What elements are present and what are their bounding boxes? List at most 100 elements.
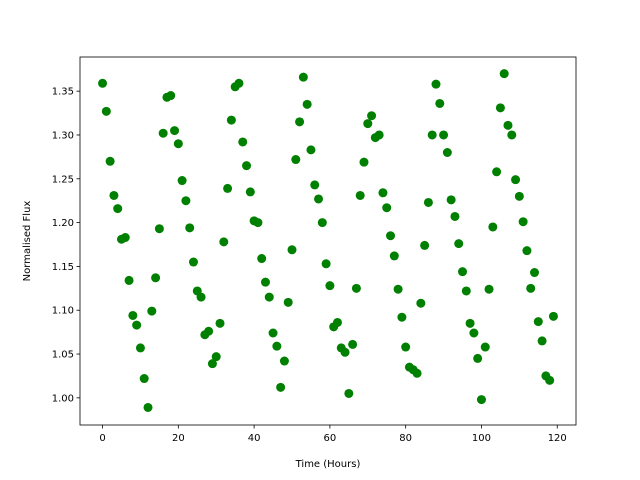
point [480,342,490,352]
point [154,224,164,234]
point [401,342,411,352]
point [522,246,532,256]
point [139,374,149,384]
point [245,187,255,197]
point [143,402,153,412]
point [469,328,479,338]
point [374,130,384,140]
point [120,232,130,242]
point [488,222,498,232]
point [253,218,263,228]
point [450,211,460,221]
point [386,231,396,241]
point [215,318,225,328]
point [503,120,513,130]
point [124,275,134,285]
point [226,115,236,125]
point [298,72,308,82]
point [207,359,217,369]
point [359,157,369,167]
point [98,78,108,88]
point [264,292,274,302]
point [378,188,388,198]
x-tick-label: 120 [548,433,567,444]
point [132,320,142,330]
point [317,218,327,228]
point [511,175,521,185]
x-tick-label: 60 [324,433,337,444]
point [177,176,187,186]
point [151,273,161,283]
point [499,69,509,79]
point [306,145,316,155]
point [135,343,145,353]
y-tick-label: 1.05 [52,350,74,361]
point [363,119,373,129]
point [533,317,543,327]
point [351,283,361,293]
point [238,137,248,147]
point [435,98,445,108]
y-tick-label: 1.30 [52,130,74,141]
point [211,352,221,362]
point [325,281,335,291]
y-tick-label: 1.00 [52,393,74,404]
point [367,111,377,121]
point [173,139,183,149]
point [166,91,176,101]
point [355,190,365,200]
point [310,180,320,190]
point [276,382,286,392]
point [545,375,555,385]
point [257,254,267,264]
point [514,191,524,201]
point [272,341,282,351]
point [340,347,350,357]
point [492,167,502,177]
point [344,388,354,398]
point [530,268,540,278]
x-tick-label: 0 [99,433,105,444]
plot-frame [79,56,577,426]
point [113,204,123,214]
point [416,298,426,308]
y-tick-label: 1.10 [52,306,74,317]
point [242,161,252,171]
point [283,297,293,307]
point [484,284,494,294]
point [234,78,244,88]
point [181,196,191,206]
x-axis-label: Time (Hours) [295,459,361,470]
point [397,312,407,322]
point [427,130,437,140]
point [446,195,456,205]
point [204,326,214,336]
point [420,240,430,250]
x-tick-label: 20 [172,433,185,444]
y-tick-label: 1.25 [52,174,74,185]
point [185,223,195,233]
point [389,251,399,261]
point [461,286,471,296]
point [260,277,270,287]
point [473,353,483,363]
point [332,317,342,327]
point [454,239,464,249]
point [101,106,111,116]
x-tick-label: 80 [399,433,412,444]
point [442,148,452,158]
y-tick-label: 1.20 [52,218,74,229]
x-tick-label: 40 [248,433,261,444]
point [495,103,505,113]
point [412,368,422,378]
point [348,339,358,349]
point [223,183,233,193]
point [393,284,403,294]
point [439,130,449,140]
point [526,283,536,293]
y-tick-label: 1.15 [52,262,74,273]
point [548,311,558,321]
point [291,155,301,165]
point [158,128,168,138]
